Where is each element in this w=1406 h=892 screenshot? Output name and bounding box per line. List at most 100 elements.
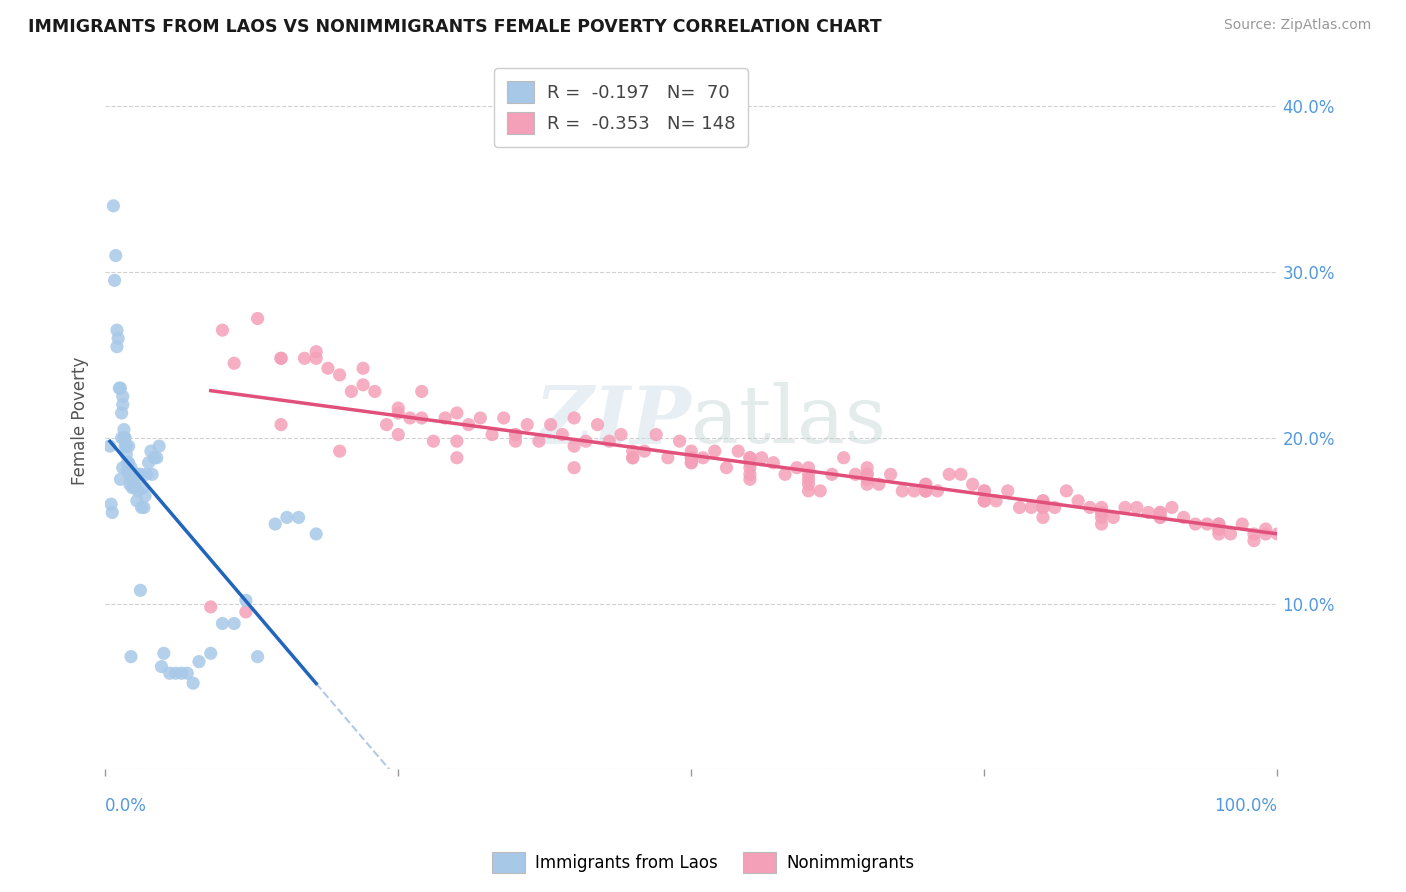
- Point: [808, 483, 831, 498]
- Point: [101, 505, 124, 519]
- Point: [129, 467, 152, 482]
- Point: [127, 483, 149, 498]
- Point: [125, 467, 148, 482]
- Point: [352, 361, 374, 376]
- Point: [305, 344, 328, 359]
- Point: [105, 323, 128, 337]
- Point: [962, 477, 984, 491]
- Point: [120, 472, 142, 486]
- Point: [773, 467, 796, 482]
- Point: [181, 676, 204, 690]
- Point: [1243, 533, 1265, 548]
- Point: [657, 450, 679, 465]
- Point: [200, 599, 222, 614]
- Point: [856, 467, 879, 482]
- Point: [117, 464, 139, 478]
- Point: [110, 381, 132, 395]
- Point: [264, 516, 287, 531]
- Point: [914, 483, 936, 498]
- Point: [716, 460, 738, 475]
- Point: [997, 483, 1019, 498]
- Text: IMMIGRANTS FROM LAOS VS NONIMMIGRANTS FEMALE POVERTY CORRELATION CHART: IMMIGRANTS FROM LAOS VS NONIMMIGRANTS FE…: [28, 18, 882, 36]
- Point: [305, 527, 328, 541]
- Point: [621, 444, 644, 458]
- Point: [914, 483, 936, 498]
- Point: [117, 456, 139, 470]
- Point: [246, 311, 269, 326]
- Point: [1043, 500, 1066, 515]
- Point: [305, 351, 328, 366]
- Point: [681, 450, 703, 465]
- Point: [1008, 500, 1031, 515]
- Text: Source: ZipAtlas.com: Source: ZipAtlas.com: [1223, 18, 1371, 32]
- Point: [610, 427, 633, 442]
- Point: [118, 467, 141, 482]
- Point: [224, 616, 246, 631]
- Point: [751, 450, 773, 465]
- Point: [118, 439, 141, 453]
- Point: [287, 510, 309, 524]
- Point: [276, 510, 298, 524]
- Point: [621, 450, 644, 465]
- Point: [329, 444, 352, 458]
- Point: [1019, 500, 1042, 515]
- Point: [821, 467, 844, 482]
- Point: [141, 467, 163, 482]
- Point: [727, 444, 749, 458]
- Point: [98, 439, 121, 453]
- Point: [1208, 516, 1230, 531]
- Point: [856, 460, 879, 475]
- Point: [1032, 493, 1054, 508]
- Point: [135, 467, 157, 482]
- Point: [1208, 516, 1230, 531]
- Point: [1184, 516, 1206, 531]
- Point: [797, 477, 820, 491]
- Point: [387, 406, 409, 420]
- Point: [114, 439, 136, 453]
- Point: [903, 483, 925, 498]
- Point: [104, 248, 127, 262]
- Point: [446, 434, 468, 449]
- Point: [139, 444, 162, 458]
- Point: [387, 427, 409, 442]
- Point: [446, 450, 468, 465]
- Point: [1137, 505, 1160, 519]
- Point: [132, 481, 155, 495]
- Point: [100, 497, 122, 511]
- Point: [165, 666, 187, 681]
- Point: [562, 411, 585, 425]
- Point: [316, 361, 339, 376]
- Point: [1208, 527, 1230, 541]
- Point: [738, 450, 761, 465]
- Point: [134, 489, 156, 503]
- Point: [270, 351, 292, 366]
- Point: [633, 444, 655, 458]
- Point: [973, 493, 995, 508]
- Text: atlas: atlas: [692, 383, 886, 460]
- Point: [1173, 510, 1195, 524]
- Point: [1267, 527, 1289, 541]
- Point: [270, 351, 292, 366]
- Point: [1161, 500, 1184, 515]
- Legend: R =  -0.197   N=  70, R =  -0.353   N= 148: R = -0.197 N= 70, R = -0.353 N= 148: [495, 69, 748, 146]
- Point: [112, 423, 135, 437]
- Point: [115, 447, 138, 461]
- Point: [914, 483, 936, 498]
- Point: [1149, 505, 1171, 519]
- Point: [481, 427, 503, 442]
- Point: [879, 467, 901, 482]
- Point: [200, 646, 222, 660]
- Point: [738, 467, 761, 482]
- Point: [103, 199, 125, 213]
- Point: [621, 450, 644, 465]
- Point: [434, 411, 457, 425]
- Point: [1149, 505, 1171, 519]
- Point: [1090, 505, 1112, 519]
- Point: [110, 472, 132, 486]
- Point: [120, 649, 142, 664]
- Point: [1032, 510, 1054, 524]
- Point: [797, 467, 820, 482]
- Point: [938, 467, 960, 482]
- Point: [949, 467, 972, 482]
- Point: [114, 431, 136, 445]
